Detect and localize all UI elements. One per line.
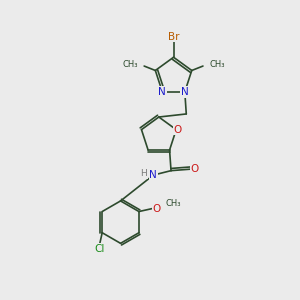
Text: O: O xyxy=(152,204,161,214)
Text: CH₃: CH₃ xyxy=(165,199,181,208)
Text: O: O xyxy=(190,164,199,174)
Text: H: H xyxy=(141,169,147,178)
Text: O: O xyxy=(173,124,182,135)
Text: Br: Br xyxy=(168,32,179,42)
Text: Cl: Cl xyxy=(94,244,104,254)
Text: N: N xyxy=(149,170,157,180)
Text: N: N xyxy=(158,87,166,97)
Text: CH₃: CH₃ xyxy=(209,60,225,69)
Text: N: N xyxy=(181,87,189,97)
Text: CH₃: CH₃ xyxy=(122,60,138,69)
